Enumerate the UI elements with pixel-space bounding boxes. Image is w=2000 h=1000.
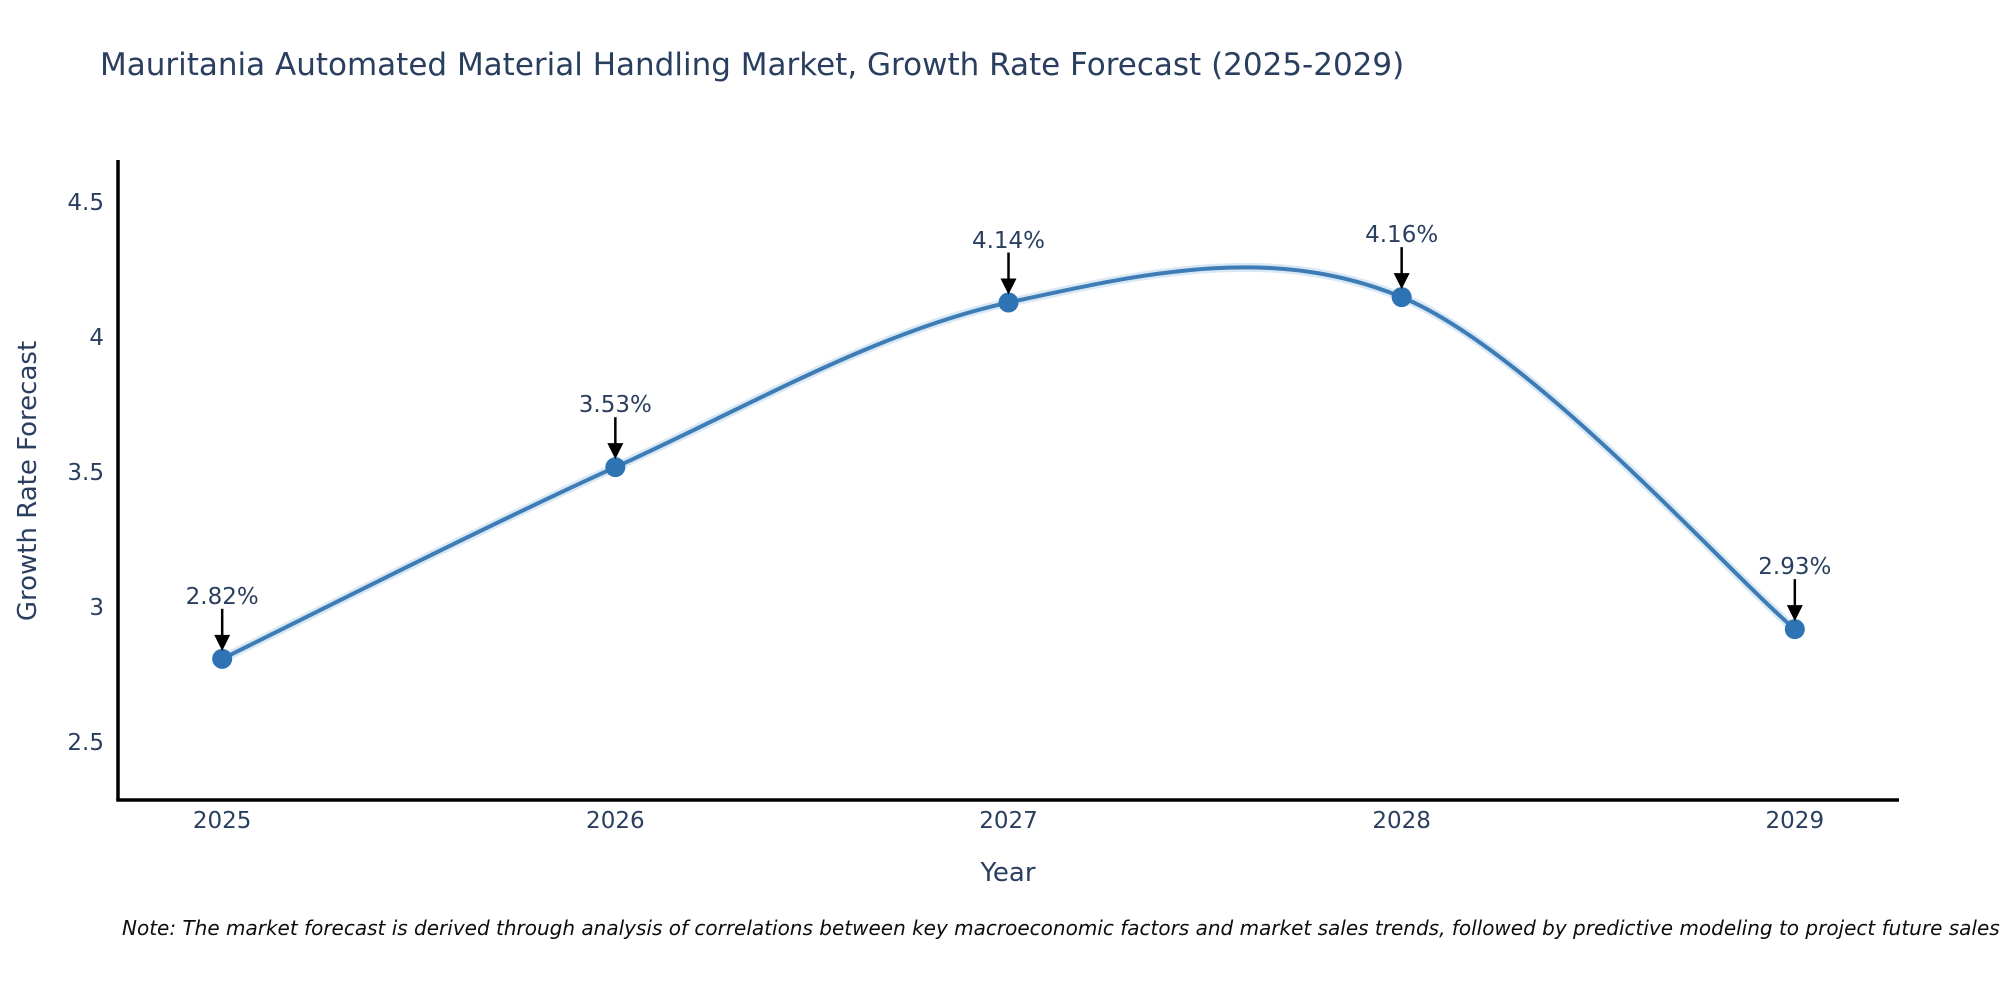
x-tick-label: 2028: [1372, 808, 1431, 834]
point-annotation: 4.16%: [1365, 222, 1439, 249]
data-point-marker: [212, 648, 233, 669]
trend-line-halo: [217, 262, 1800, 664]
x-axis-title: Year: [980, 858, 1036, 888]
point-annotation: 3.53%: [578, 392, 652, 419]
data-point-marker: [1391, 287, 1412, 308]
annotation-arrowhead-icon: [214, 634, 231, 651]
y-tick-label: 3: [89, 595, 104, 622]
x-tick-label: 2029: [1765, 808, 1825, 834]
data-point-marker: [605, 457, 626, 478]
footnote: Note: The market forecast is derived thr…: [122, 916, 2000, 940]
y-tick-label: 4: [89, 325, 104, 352]
point-annotation: 4.14%: [971, 227, 1046, 254]
x-tick-label: 2026: [586, 808, 645, 834]
annotation-arrowhead-icon: [607, 443, 624, 460]
annotation-arrowhead-icon: [1393, 273, 1410, 290]
point-annotation: 2.82%: [185, 583, 259, 610]
annotation-arrowhead-icon: [1000, 278, 1017, 295]
chart-title: Mauritania Automated Material Handling M…: [100, 47, 1405, 83]
y-tick-label: 2.5: [67, 730, 104, 757]
x-tick-label: 2027: [979, 808, 1038, 834]
point-annotation: 2.93%: [1758, 554, 1832, 581]
y-tick-label: 4.5: [67, 190, 104, 217]
trend-line: [220, 265, 1797, 661]
x-tick-label: 2025: [192, 808, 252, 834]
annotation-arrowhead-icon: [1786, 605, 1803, 622]
data-point-marker: [1784, 619, 1805, 640]
data-point-marker: [998, 292, 1019, 313]
y-tick-label: 3.5: [67, 460, 104, 487]
